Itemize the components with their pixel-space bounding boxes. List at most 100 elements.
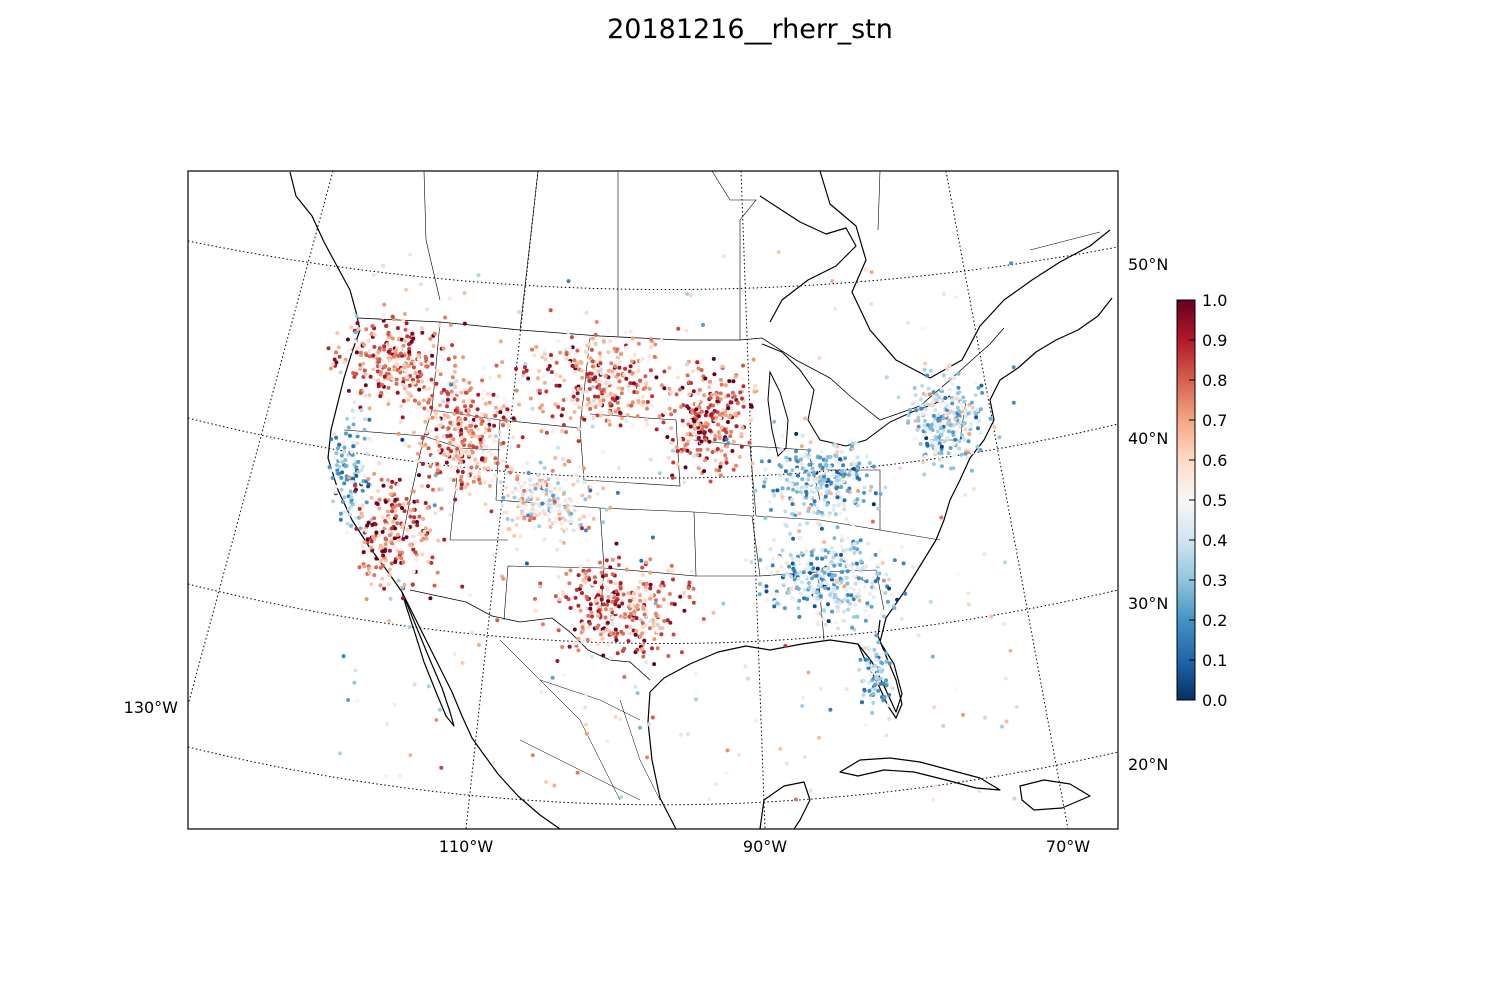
- station-point: [569, 515, 574, 520]
- station-point: [389, 526, 394, 531]
- station-point: [455, 409, 460, 414]
- station-point: [652, 637, 657, 642]
- station-point: [867, 689, 872, 693]
- station-point: [891, 476, 896, 481]
- station-point: [822, 474, 827, 479]
- station-point: [432, 331, 437, 336]
- station-point: [876, 506, 881, 511]
- station-point: [564, 595, 569, 600]
- station-point: [846, 536, 851, 541]
- station-point: [553, 486, 558, 491]
- station-point: [428, 349, 433, 354]
- station-point: [400, 585, 405, 590]
- station-point: [441, 452, 446, 457]
- station-point: [610, 622, 615, 627]
- station-point: [835, 449, 840, 454]
- station-point: [401, 596, 405, 601]
- station-point: [380, 545, 385, 550]
- station-point: [568, 606, 573, 610]
- station-point: [354, 314, 359, 319]
- station-point: [933, 424, 937, 429]
- station-point: [419, 404, 424, 409]
- station-point: [430, 415, 435, 420]
- station-point: [475, 407, 480, 412]
- station-point: [339, 453, 344, 458]
- station-point: [592, 480, 597, 485]
- station-point: [380, 529, 385, 534]
- station-point: [605, 620, 610, 625]
- station-point: [606, 599, 611, 604]
- station-point: [1008, 648, 1013, 653]
- station-point: [840, 537, 845, 542]
- station-point: [501, 576, 506, 581]
- station-point: [698, 447, 703, 452]
- station-point: [334, 484, 338, 489]
- station-point: [393, 497, 398, 502]
- station-point: [966, 591, 971, 596]
- station-point: [349, 325, 354, 330]
- station-point: [395, 521, 400, 526]
- station-point: [550, 414, 555, 419]
- station-point: [552, 499, 557, 504]
- station-point: [660, 626, 665, 631]
- station-point: [390, 509, 395, 514]
- station-point: [373, 527, 378, 532]
- station-point: [661, 597, 666, 602]
- station-point: [953, 417, 958, 422]
- station-point: [857, 598, 862, 603]
- station-point: [536, 473, 541, 478]
- station-point: [358, 350, 363, 355]
- station-point: [330, 362, 335, 367]
- station-point: [780, 433, 785, 438]
- station-point: [433, 473, 438, 478]
- station-point: [350, 453, 355, 457]
- station-point: [688, 424, 693, 429]
- station-point: [815, 556, 820, 561]
- station-point: [873, 491, 878, 496]
- station-point: [487, 434, 492, 439]
- station-point: [436, 538, 441, 543]
- station-point: [420, 484, 425, 489]
- station-point: [1009, 261, 1014, 266]
- station-point: [402, 365, 407, 370]
- station-point: [749, 560, 754, 565]
- station-point: [799, 536, 804, 541]
- station-point: [546, 477, 551, 482]
- station-point: [377, 346, 382, 351]
- station-point: [779, 492, 784, 496]
- station-point: [730, 390, 735, 395]
- station-point: [407, 625, 412, 630]
- station-point: [761, 484, 766, 489]
- meridian-130w: [188, 171, 334, 706]
- station-point: [714, 415, 719, 420]
- station-point: [855, 464, 860, 469]
- station-point: [679, 404, 684, 409]
- station-point: [529, 515, 534, 520]
- station-point: [862, 576, 867, 581]
- station-point: [588, 602, 593, 607]
- station-point: [918, 441, 923, 446]
- station-point: [459, 435, 464, 440]
- station-point: [1000, 724, 1004, 729]
- station-point: [594, 320, 599, 324]
- station-point: [841, 479, 846, 484]
- station-point: [583, 472, 588, 477]
- station-point: [405, 334, 410, 339]
- station-point: [788, 531, 792, 536]
- station-point: [667, 406, 672, 411]
- station-point: [696, 466, 701, 471]
- station-point: [552, 783, 557, 788]
- station-point: [587, 342, 592, 347]
- station-point: [824, 562, 829, 567]
- station-point: [855, 614, 860, 619]
- station-point: [479, 421, 484, 426]
- station-point: [332, 357, 337, 362]
- station-point: [628, 329, 633, 334]
- station-point: [471, 399, 475, 404]
- station-point: [530, 406, 535, 411]
- station-point: [399, 404, 404, 409]
- station-point: [381, 263, 386, 268]
- station-point: [547, 483, 552, 488]
- station-point: [557, 509, 562, 514]
- map-area: [188, 171, 1118, 829]
